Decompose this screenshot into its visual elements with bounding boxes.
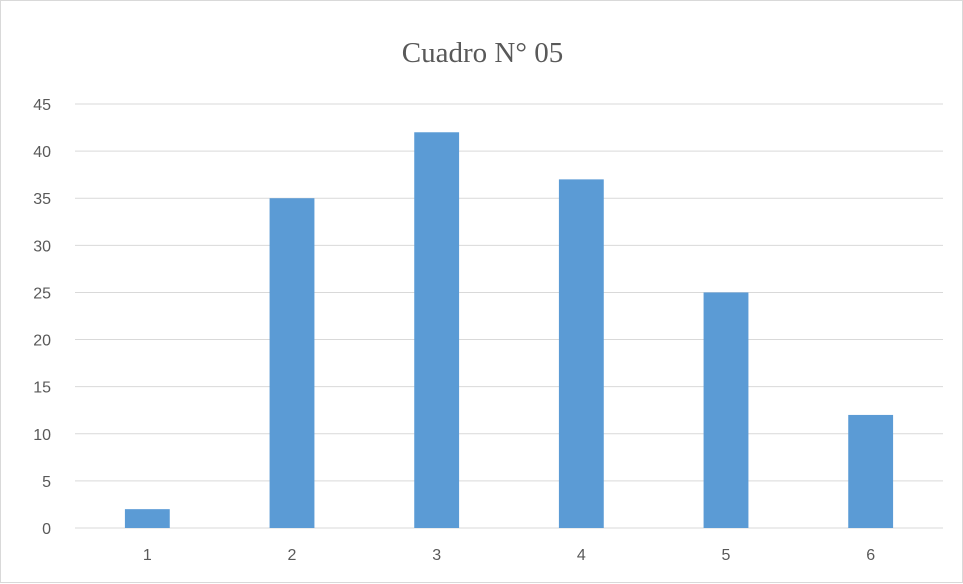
x-tick-label: 2 — [288, 547, 297, 564]
y-tick-label: 25 — [33, 285, 51, 302]
y-tick-label: 40 — [33, 144, 51, 161]
x-tick-label: 6 — [866, 547, 875, 564]
x-tick-label: 4 — [577, 547, 586, 564]
bar-4 — [558, 179, 604, 528]
bar-3 — [414, 132, 460, 528]
y-tick-label: 5 — [42, 474, 51, 491]
y-tick-label: 10 — [33, 427, 51, 444]
y-tick-label: 20 — [33, 333, 51, 350]
x-axis-tick-labels: 1 2 3 4 5 6 — [143, 547, 875, 564]
y-tick-label: 15 — [33, 380, 51, 397]
x-tick-label: 5 — [722, 547, 731, 564]
y-tick-label: 35 — [33, 191, 51, 208]
x-tick-label: 3 — [432, 547, 441, 564]
x-tick-label: 1 — [143, 547, 152, 564]
y-tick-label: 0 — [42, 521, 51, 538]
bar-2 — [269, 198, 315, 528]
gridlines — [75, 103, 943, 529]
bar-1 — [124, 509, 170, 528]
bars — [124, 132, 894, 528]
y-tick-label: 30 — [33, 238, 51, 255]
bar-6 — [848, 414, 894, 528]
y-tick-label: 45 — [33, 97, 51, 114]
chart-title: Cuadro N° 05 — [401, 37, 564, 69]
y-axis-tick-labels: 0 5 10 15 20 25 30 35 40 45 — [33, 97, 51, 538]
bar-5 — [703, 292, 749, 528]
